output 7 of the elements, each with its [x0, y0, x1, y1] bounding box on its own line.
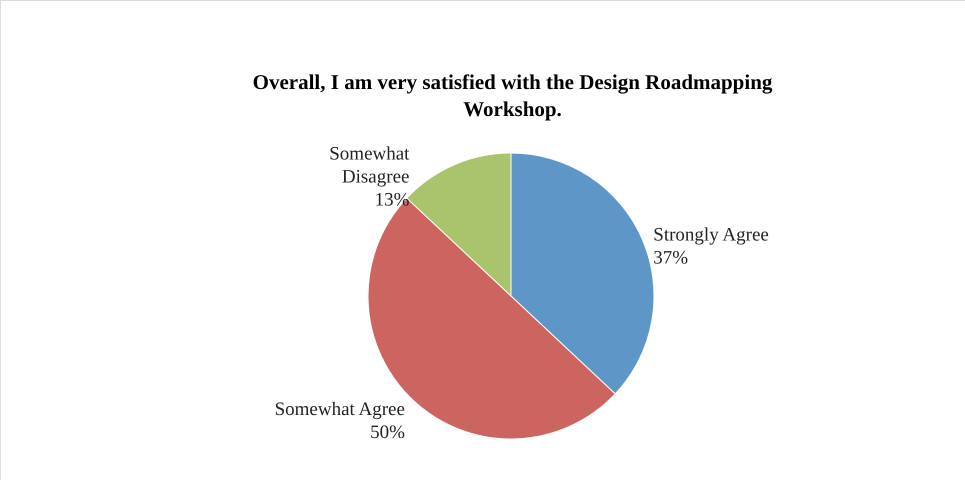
slice-label: Strongly Agree	[653, 224, 769, 246]
data-label: 50%	[370, 422, 406, 443]
data-label: 37%	[653, 247, 688, 268]
data-label: 13%	[374, 190, 410, 211]
chart-title: Overall, I am very satisfied with the Design Roadmapping Workshop.	[252, 70, 773, 121]
slice-label: Somewhat Agree	[274, 398, 405, 420]
slice-label: Somewhat Disagree	[329, 144, 410, 188]
